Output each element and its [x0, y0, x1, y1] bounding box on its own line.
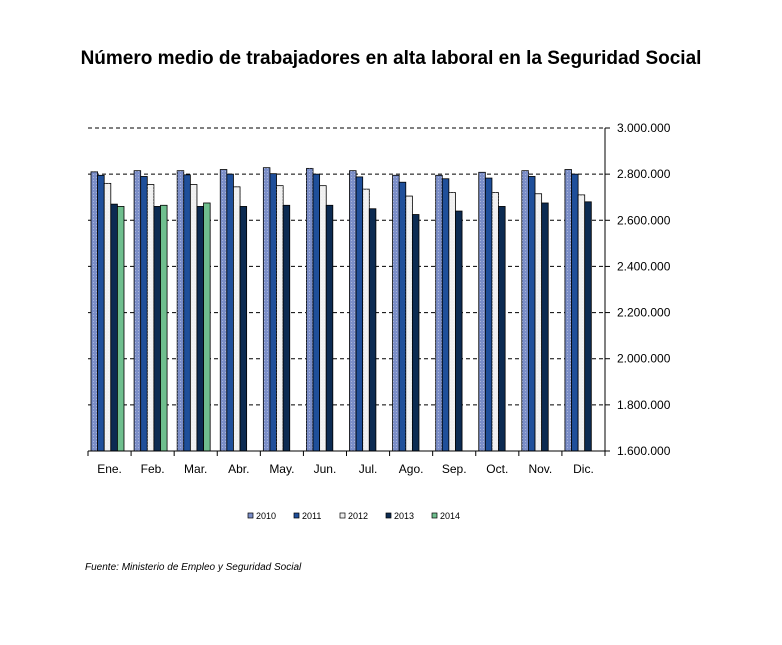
y-tick-label: 1.600.000	[617, 444, 671, 458]
bar-2011	[97, 174, 105, 452]
x-tick-label: Ene.	[97, 462, 122, 476]
legend-label-2012: 2012	[348, 511, 368, 521]
y-tick-label: 2.200.000	[617, 306, 671, 320]
bar-texture	[478, 172, 486, 451]
bar-texture	[491, 192, 499, 451]
bar-texture	[220, 169, 227, 451]
y-tick-label: 2.400.000	[617, 259, 671, 273]
x-tick-label: Jul.	[359, 462, 378, 476]
bar-texture	[535, 193, 542, 451]
bar-texture	[276, 185, 284, 451]
bar-2011	[183, 174, 191, 452]
legend: 2010 2011 2012 2013 2014	[247, 511, 460, 521]
bar-2013	[498, 206, 506, 452]
bar-2013	[325, 204, 334, 452]
bar-2013	[584, 201, 592, 452]
bar-2011	[571, 173, 579, 452]
legend-swatch-2012	[339, 512, 346, 519]
legend-label-2011: 2011	[302, 511, 321, 521]
bar-2013	[541, 202, 549, 452]
y-tick-label: 1.800.000	[617, 398, 671, 412]
legend-swatch-2010	[247, 512, 254, 519]
bar-texture	[405, 196, 413, 451]
bar-2013	[282, 204, 291, 452]
axes: 1.600.000 1.800.000 2.000.000 2.200.000 2.40…	[87, 121, 671, 476]
bars-group	[90, 167, 592, 452]
bar-2011	[441, 178, 450, 452]
x-tick-label: Jun.	[314, 462, 337, 476]
bar-2013	[196, 206, 204, 452]
gridlines	[88, 127, 605, 406]
x-tick-label: Sep.	[442, 462, 467, 476]
bar-2011	[140, 176, 148, 452]
legend-label-2010: 2010	[256, 511, 276, 521]
source-note: Fuente: Ministerio de Empleo y Seguridad…	[85, 562, 302, 573]
y-tick-label: 2.800.000	[617, 167, 671, 181]
bar-texture	[190, 184, 197, 451]
x-tick-label: Mar.	[184, 462, 207, 476]
bar-2013	[368, 208, 377, 452]
bar-2013	[411, 214, 420, 452]
legend-swatch-2011	[293, 512, 300, 519]
bar-texture	[306, 168, 314, 451]
bar-texture	[564, 169, 572, 451]
legend-swatch-2013	[385, 512, 392, 519]
x-tick-label: May.	[269, 462, 294, 476]
bar-2011	[528, 176, 536, 452]
x-tick-label: Feb.	[141, 462, 165, 476]
bar-texture	[319, 185, 327, 451]
bar-texture	[263, 167, 270, 451]
bar-texture	[177, 170, 184, 452]
bar-texture	[349, 170, 357, 452]
bar-texture	[147, 184, 154, 451]
bar-texture	[521, 170, 529, 452]
bar-texture	[448, 192, 456, 451]
x-tick-label: Oct.	[486, 462, 508, 476]
chart-title: Número medio de trabajadores en alta lab…	[80, 48, 702, 69]
x-tick-label: Nov.	[528, 462, 552, 476]
bar-2011	[312, 173, 321, 452]
bar-2013	[153, 206, 161, 452]
bar-texture	[134, 170, 141, 452]
bar-2011	[355, 176, 364, 452]
bar-2011	[398, 181, 407, 452]
bar-2013	[455, 210, 463, 452]
y-tick-label: 2.000.000	[617, 352, 671, 366]
bar-texture	[233, 186, 241, 451]
bar-texture	[435, 175, 443, 451]
legend-label-2013: 2013	[394, 511, 414, 521]
bar-2011	[269, 173, 277, 452]
bar-texture	[392, 175, 400, 451]
x-tick-label: Dic.	[573, 462, 594, 476]
bar-texture	[91, 171, 98, 452]
bar-2014	[160, 204, 168, 452]
x-tick-label: Abr.	[228, 462, 249, 476]
bar-2014	[117, 206, 125, 452]
legend-swatch-2014	[431, 512, 438, 519]
bar-2014	[203, 202, 211, 452]
bar-2011	[484, 177, 493, 452]
y-tick-label: 3.000.000	[617, 121, 671, 135]
x-tick-label: Ago.	[399, 462, 424, 476]
bar-texture	[104, 183, 111, 451]
legend-label-2014: 2014	[440, 511, 460, 521]
y-tick-label: 2.600.000	[617, 213, 671, 227]
bar-2011	[226, 173, 234, 452]
bar-2013	[110, 203, 118, 452]
bar-2013	[239, 206, 248, 452]
bar-texture	[362, 189, 370, 451]
bar-texture	[578, 194, 585, 451]
